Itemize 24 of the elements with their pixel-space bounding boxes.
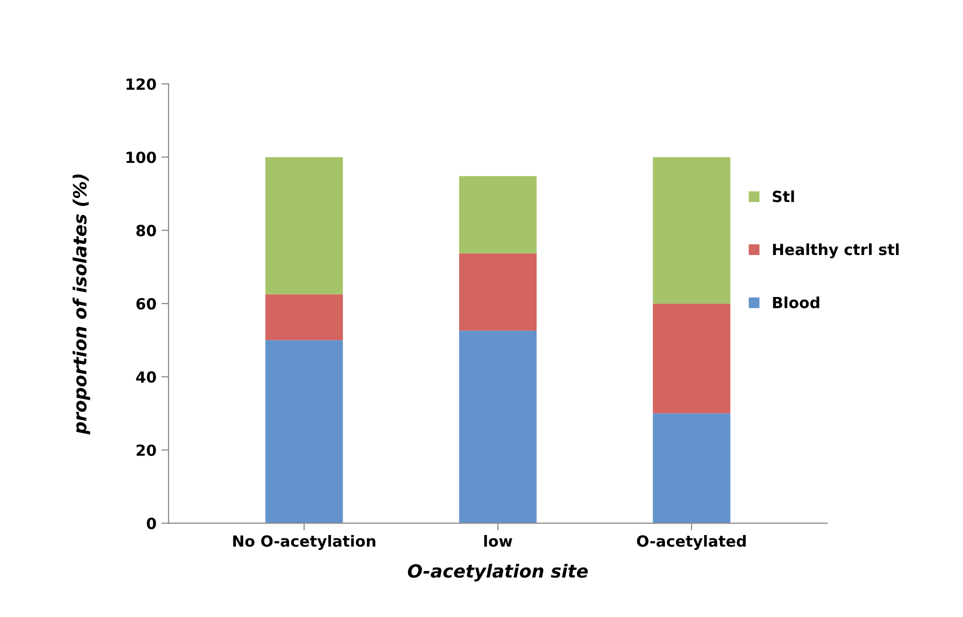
y-tick-label: 0 — [146, 518, 156, 530]
x-axis-title: O-acetylation site — [408, 564, 588, 582]
bar — [459, 253, 537, 331]
y-tick-label: 60 — [136, 298, 156, 310]
legend-label: Healthy ctrl stl — [773, 243, 899, 258]
bar — [265, 340, 343, 524]
legend-label: Stl — [772, 190, 794, 202]
legend-label: Blood — [773, 296, 820, 308]
x-tick-label: low — [484, 535, 512, 547]
bar — [265, 157, 343, 294]
bar — [459, 330, 537, 524]
y-tick-label: 80 — [136, 224, 156, 236]
y-tick-label: 40 — [136, 371, 156, 383]
bar — [652, 304, 730, 414]
bar — [265, 294, 343, 340]
bar — [459, 176, 537, 254]
y-tick-label: 120 — [126, 78, 156, 90]
y-tick-label: 20 — [136, 444, 156, 456]
y-axis-title: proportion of isolates (%) — [72, 174, 90, 435]
x-tick-label: No O-acetylation — [233, 535, 376, 550]
x-tick-label: O-acetylated — [636, 535, 746, 550]
bar — [652, 413, 730, 524]
y-tick-label: 100 — [126, 152, 156, 164]
bar — [652, 157, 730, 304]
